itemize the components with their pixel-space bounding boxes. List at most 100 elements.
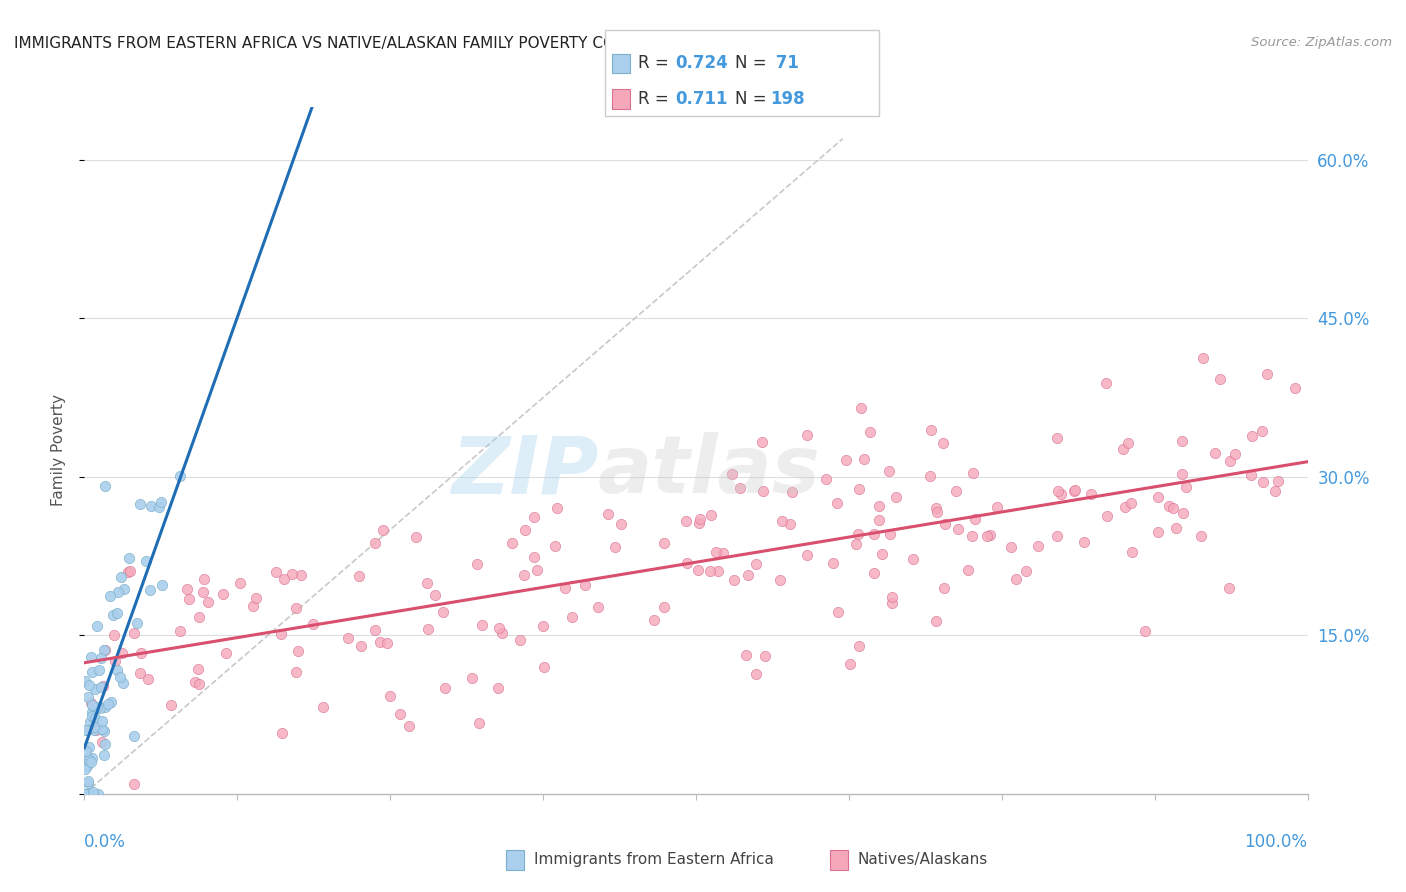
Point	[82, 709, 104, 723]
Point	[1121, 545, 1143, 559]
Point	[796, 548, 818, 562]
Point	[523, 549, 546, 564]
Point	[122, 729, 145, 743]
Point	[93, 700, 115, 714]
Point	[80, 751, 103, 765]
Point	[129, 646, 152, 660]
Point	[675, 514, 697, 528]
Text: ZIP: ZIP	[451, 432, 598, 510]
Point	[845, 536, 868, 550]
Point	[285, 665, 308, 679]
Point	[586, 600, 609, 615]
Point	[77, 787, 100, 801]
Point	[780, 485, 803, 500]
Point	[945, 483, 967, 498]
Point	[1000, 540, 1022, 554]
Point	[815, 472, 838, 486]
Point	[93, 643, 115, 657]
Point	[1241, 428, 1264, 442]
Point	[75, 723, 97, 737]
Point	[117, 565, 139, 579]
Point	[280, 567, 302, 582]
Point	[1095, 509, 1118, 524]
Point	[290, 568, 312, 582]
Point	[118, 564, 141, 578]
Point	[1256, 367, 1278, 381]
Point	[468, 715, 491, 730]
Point	[76, 759, 98, 773]
Point	[1026, 539, 1049, 553]
Point	[986, 500, 1008, 514]
Point	[796, 427, 818, 442]
Point	[75, 787, 97, 801]
Point	[827, 606, 849, 620]
Point	[1050, 486, 1073, 500]
Point	[82, 665, 104, 679]
Text: 0.0%: 0.0%	[84, 833, 127, 851]
Point	[432, 605, 454, 619]
Point	[962, 529, 984, 543]
Point	[117, 550, 139, 565]
Point	[91, 679, 114, 693]
Point	[127, 616, 149, 631]
Point	[1164, 521, 1187, 535]
Point	[86, 700, 108, 714]
Point	[184, 674, 207, 689]
Point	[112, 582, 135, 596]
Point	[93, 723, 115, 738]
Point	[350, 640, 373, 654]
Point	[1192, 351, 1215, 366]
Point	[1173, 506, 1195, 520]
Point	[610, 516, 633, 531]
Point	[103, 628, 125, 642]
Point	[574, 578, 596, 592]
Point	[1133, 624, 1156, 639]
Point	[77, 740, 100, 755]
Point	[925, 501, 948, 516]
Point	[1161, 500, 1184, 515]
Point	[1170, 434, 1192, 449]
Point	[863, 527, 886, 541]
Point	[82, 785, 104, 799]
Point	[1046, 484, 1069, 499]
Point	[1146, 525, 1168, 540]
Point	[533, 660, 555, 674]
Point	[89, 701, 111, 715]
Point	[688, 516, 710, 531]
Point	[700, 508, 723, 522]
Point	[111, 646, 134, 660]
Point	[901, 552, 924, 566]
Point	[870, 547, 893, 561]
Point	[723, 573, 745, 587]
Point	[711, 546, 734, 560]
Point	[523, 510, 546, 524]
Point	[751, 434, 773, 449]
Point	[84, 723, 107, 737]
Point	[754, 649, 776, 664]
Point	[513, 568, 536, 582]
Point	[486, 681, 509, 695]
Point	[1204, 445, 1226, 459]
Point	[89, 680, 111, 694]
Point	[526, 563, 548, 577]
Text: 198: 198	[770, 90, 806, 108]
Point	[1045, 431, 1067, 445]
Point	[423, 588, 446, 602]
Point	[271, 726, 294, 740]
Point	[707, 564, 730, 578]
Point	[188, 609, 211, 624]
Point	[75, 744, 97, 758]
Point	[721, 467, 744, 482]
Point	[461, 671, 484, 685]
Point	[501, 536, 523, 550]
Point	[139, 500, 162, 514]
Point	[187, 662, 209, 676]
Point	[744, 666, 766, 681]
Point	[1046, 529, 1069, 543]
Point	[368, 635, 391, 649]
Point	[398, 719, 420, 733]
Point	[94, 478, 117, 492]
Text: R =: R =	[638, 54, 675, 72]
Point	[136, 672, 159, 686]
Point	[80, 706, 103, 720]
